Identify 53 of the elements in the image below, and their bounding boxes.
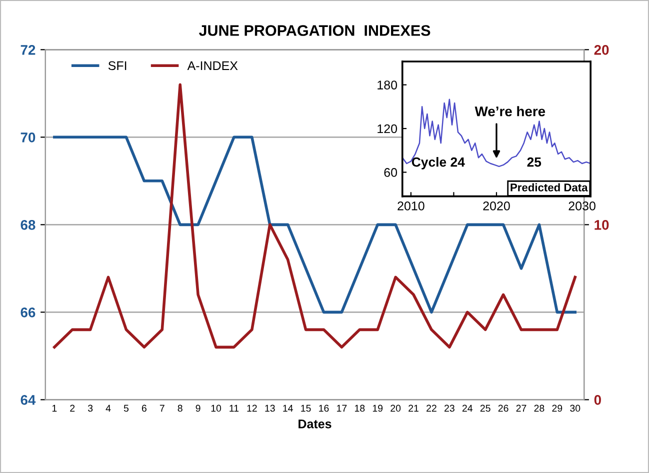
y-tick-label: 120: [378, 124, 398, 134]
y-tick-label: 60: [384, 168, 398, 177]
x-tick-label: 4: [106, 404, 111, 412]
x-tick-label: 7: [160, 404, 164, 412]
x-tick-label: 19: [372, 404, 383, 412]
x-tick-label: 16: [319, 404, 329, 412]
line-series: [402, 98, 591, 168]
x-tick-label: 14: [283, 404, 293, 412]
x-axis-title: Dates: [298, 420, 332, 428]
annotation: 25: [527, 157, 542, 167]
y2-tick-label: 0: [594, 395, 601, 405]
annotation: Cycle 24: [412, 157, 465, 170]
x-tick-label: 28: [534, 404, 544, 412]
x-tick-label: 15: [301, 404, 311, 412]
x-tick-label: 21: [408, 404, 418, 412]
legend-label: A-INDEX: [187, 61, 238, 70]
x-tick-label: 27: [516, 404, 526, 412]
y2-tick-label: 20: [594, 45, 609, 55]
chart-title: JUNE PROPAGATION INDEXES: [198, 25, 430, 36]
y-tick-label: 180: [378, 80, 398, 90]
y2-tick-label: 10: [594, 220, 609, 230]
x-tick-label: 2010: [398, 201, 424, 210]
x-tick-label: 1: [52, 404, 57, 412]
x-tick-label: 12: [247, 404, 257, 412]
x-tick-label: 26: [498, 404, 508, 412]
x-tick-label: 3: [88, 404, 93, 412]
x-tick-label: 2020: [483, 201, 510, 210]
x-tick-label: 8: [178, 404, 182, 412]
x-tick-label: 17: [337, 404, 347, 412]
x-tick-label: 10: [211, 404, 222, 412]
x-tick-label: 13: [265, 404, 275, 412]
x-tick-label: 29: [552, 404, 562, 412]
x-tick-label: 2030: [568, 201, 596, 210]
x-tick-label: 30: [570, 404, 580, 412]
x-tick-label: 11: [230, 404, 239, 412]
x-tick-label: 9: [196, 404, 200, 412]
x-tick-label: 5: [124, 404, 129, 412]
x-tick-label: 18: [354, 404, 365, 412]
x-tick-label: 2: [70, 404, 75, 412]
y-tick-label: 64: [20, 395, 36, 405]
legend-label: SFI: [108, 61, 126, 70]
x-tick-label: 20: [390, 404, 401, 412]
x-tick-label: 23: [444, 404, 454, 412]
x-tick-label: 6: [142, 404, 146, 412]
y-tick-label: 72: [20, 45, 36, 55]
annotation: Predicted Data: [510, 183, 588, 192]
x-tick-label: 24: [462, 404, 473, 412]
y-tick-label: 66: [20, 308, 36, 318]
y-tick-label: 68: [20, 220, 36, 230]
x-tick-label: 22: [426, 404, 436, 412]
annotation: We’re here: [474, 106, 546, 116]
x-tick-label: 25: [480, 404, 490, 412]
y-tick-label: 70: [20, 132, 36, 142]
